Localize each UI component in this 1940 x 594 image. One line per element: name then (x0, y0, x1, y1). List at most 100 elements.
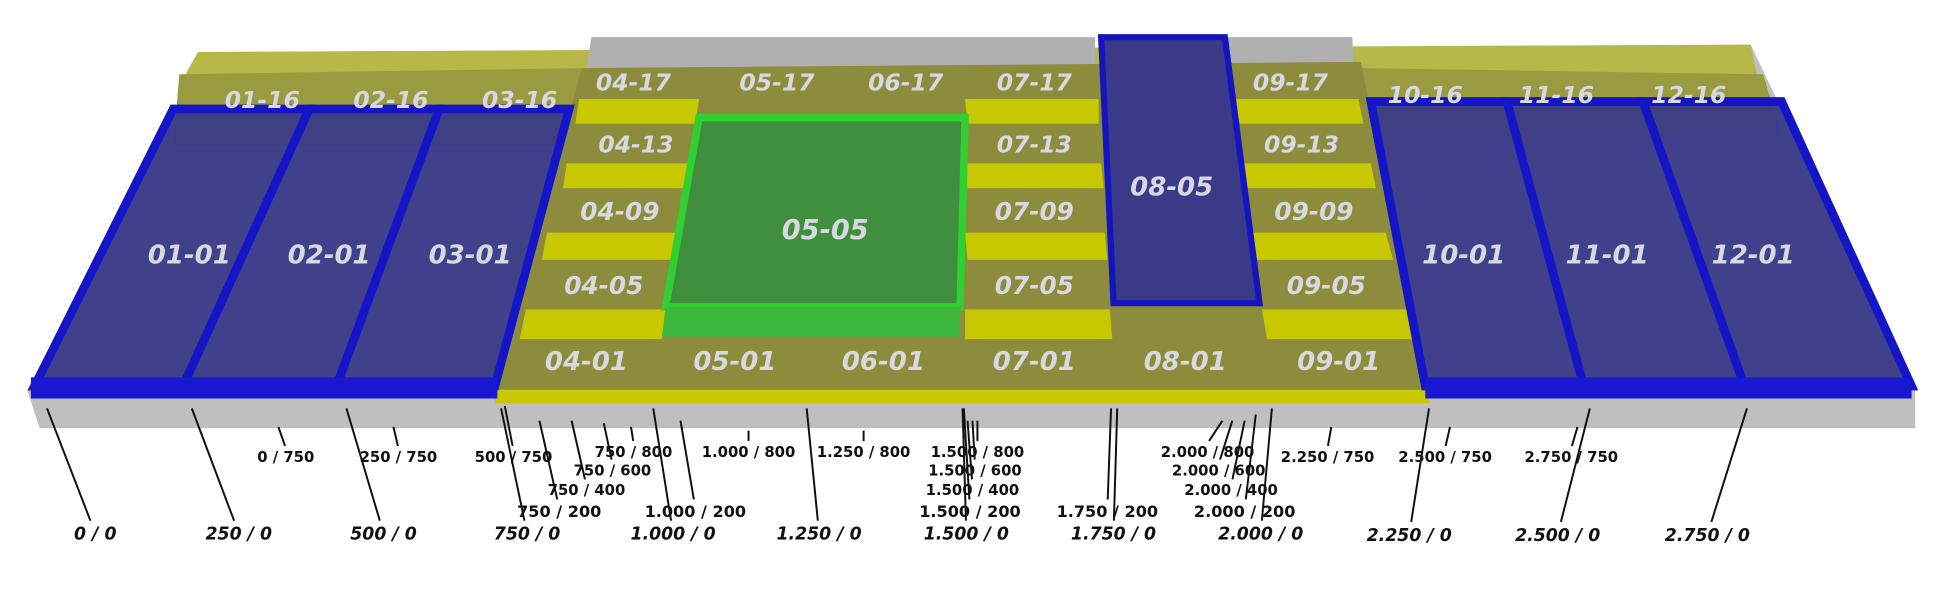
labels: 01-16 02-16 03-16 04-17 05-17 06-17 07-17 09-17… (74, 69, 1795, 546)
coordinate-label: 2.500 / 750 (1398, 449, 1492, 466)
coordinate-label: 500 / 750 (475, 449, 553, 466)
leader-line (570, 420, 586, 480)
leader-line (345, 408, 381, 521)
coordinate-label: 1.750 / 200 (1057, 502, 1159, 521)
blue-block (1097, 34, 1264, 307)
leader-line (392, 426, 399, 447)
cell-label: 09-01 (1297, 347, 1380, 377)
cell-label: 04-01 (545, 347, 628, 377)
leader-line (46, 407, 92, 522)
leader-line (1444, 426, 1452, 447)
coordinate-label: 750 / 600 (574, 462, 652, 479)
leader-line (1244, 414, 1257, 500)
cell-label: 03-01 (429, 241, 512, 271)
coordinate-label: 2.000 / 200 (1194, 502, 1296, 521)
cell-label: 04-09 (580, 197, 659, 226)
cell-label: 08-05 (1130, 173, 1213, 203)
leader-line (805, 408, 819, 521)
cell-label: 09-17 (1253, 69, 1329, 97)
leader-lines (46, 405, 1748, 523)
cell-label: 12-01 (1712, 241, 1795, 271)
leader-line (630, 426, 635, 442)
leader-line (971, 420, 976, 460)
coordinate-label: 1.000 / 0 (630, 525, 715, 545)
coordinate-label: 1.500 / 600 (928, 462, 1022, 479)
coordinate-label: 250 / 0 (206, 525, 273, 545)
yellow-bars (494, 99, 1430, 404)
leader-line (1410, 408, 1430, 523)
coordinate-label: 2.250 / 0 (1367, 526, 1452, 546)
leader-line (503, 405, 514, 447)
coordinate-label: 1.500 / 800 (931, 444, 1025, 461)
cell-label: 07-17 (997, 69, 1073, 97)
blue-racks (27, 97, 1919, 391)
coordinate-label: 1.500 / 0 (924, 525, 1009, 545)
cell-label: 02-01 (288, 241, 371, 271)
leader-line (1710, 408, 1748, 523)
coordinate-label: 1.000 / 200 (645, 502, 746, 521)
leader-line (602, 422, 613, 460)
coordinate-label: 2.000 / 400 (1184, 482, 1278, 499)
coordinate-label: 0 / 0 (74, 525, 116, 545)
cell-label: 04-13 (598, 131, 673, 159)
cell-label: 09-13 (1264, 131, 1339, 159)
leader-line (1231, 420, 1246, 480)
cell-label: 11-16 (1519, 81, 1594, 109)
coordinate-label: 2.750 / 750 (1524, 449, 1618, 466)
leader-line (538, 420, 559, 500)
leader-line (190, 408, 236, 522)
leader-line (962, 408, 971, 500)
cell-label: 01-16 (225, 86, 300, 114)
coordinate-label: 2.250 / 750 (1281, 449, 1375, 466)
coordinate-label: 750 / 800 (595, 444, 673, 461)
coordinate-label: 1.500 / 400 (926, 482, 1020, 499)
blue-front (30, 377, 498, 399)
leader-line (1106, 408, 1113, 500)
cell-label: 06-17 (868, 69, 944, 97)
cell-label: 05-01 (693, 347, 776, 377)
coordinate-label: 2.500 / 0 (1515, 526, 1600, 546)
cell-label: 07-05 (995, 271, 1074, 300)
cell-label: 06-01 (842, 347, 925, 377)
cell-label: 09-09 (1274, 197, 1353, 226)
layout (27, 34, 1919, 429)
green-block (661, 113, 969, 311)
leader-line (1559, 408, 1591, 523)
coordinate-label: 2.000 / 600 (1172, 462, 1266, 479)
green-front (661, 306, 961, 337)
cell-label: 02-16 (353, 86, 428, 114)
coordinate-label: 750 / 200 (517, 502, 601, 521)
cell-label: 09-05 (1287, 271, 1366, 300)
cell-label: 07-09 (995, 197, 1074, 226)
coordinate-label: 1.250 / 0 (776, 525, 861, 545)
leader-line (1260, 408, 1273, 521)
coordinate-label: 2.750 / 0 (1665, 526, 1750, 546)
leader-line (961, 408, 967, 521)
cell-label: 04-05 (564, 271, 643, 300)
leader-line (652, 408, 673, 521)
cell-label: 10-16 (1388, 81, 1463, 109)
leader-line (1326, 426, 1333, 447)
cell-label: 05-17 (739, 69, 815, 97)
leader-line (1219, 420, 1234, 460)
coordinate-label: 1.000 / 800 (702, 444, 796, 461)
coordinate-label: 2.000 / 0 (1218, 525, 1303, 545)
leader-line (1112, 408, 1119, 521)
cell-label: 08-01 (1144, 347, 1227, 377)
coordinate-label: 750 / 0 (494, 525, 561, 545)
coordinate-label: 250 / 750 (360, 449, 438, 466)
blue-front (1425, 377, 1912, 399)
coordinate-label: 1.750 / 0 (1071, 525, 1156, 545)
cell-label: 01-01 (148, 241, 231, 271)
coordinate-label: 750 / 400 (548, 482, 626, 499)
cell-label: 11-01 (1566, 241, 1649, 271)
cell-label: 04-17 (596, 69, 672, 97)
cell-label: 12-16 (1651, 81, 1726, 109)
cell-label: 05-05 (782, 215, 869, 246)
leader-line (500, 408, 526, 521)
leader-line (277, 426, 286, 447)
leader-line (1570, 426, 1579, 447)
cell-label: 07-13 (997, 131, 1072, 159)
coordinate-label: 1.250 / 800 (817, 444, 911, 461)
